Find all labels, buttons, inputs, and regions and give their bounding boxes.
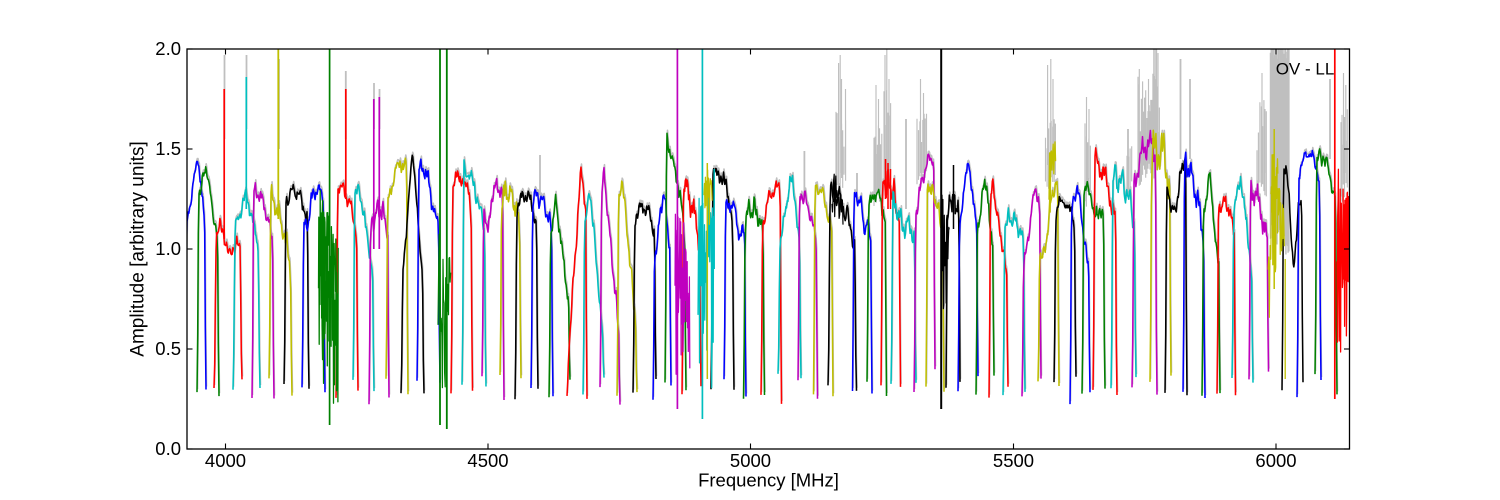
svg-text:1.5: 1.5 <box>155 138 181 159</box>
svg-text:1.0: 1.0 <box>155 238 181 259</box>
svg-text:5500: 5500 <box>993 450 1034 471</box>
svg-text:2.0: 2.0 <box>155 38 181 59</box>
svg-text:6000: 6000 <box>1255 450 1296 471</box>
svg-text:0.0: 0.0 <box>155 438 181 459</box>
svg-text:4000: 4000 <box>205 450 246 471</box>
svg-text:Amplitude [arbitrary units]: Amplitude [arbitrary units] <box>128 141 149 356</box>
svg-text:Frequency [MHz]: Frequency [MHz] <box>698 470 839 491</box>
svg-text:0.5: 0.5 <box>155 338 181 359</box>
svg-text:5000: 5000 <box>730 450 771 471</box>
svg-text:4500: 4500 <box>467 450 508 471</box>
svg-text:OV - LL: OV - LL <box>1276 60 1335 79</box>
